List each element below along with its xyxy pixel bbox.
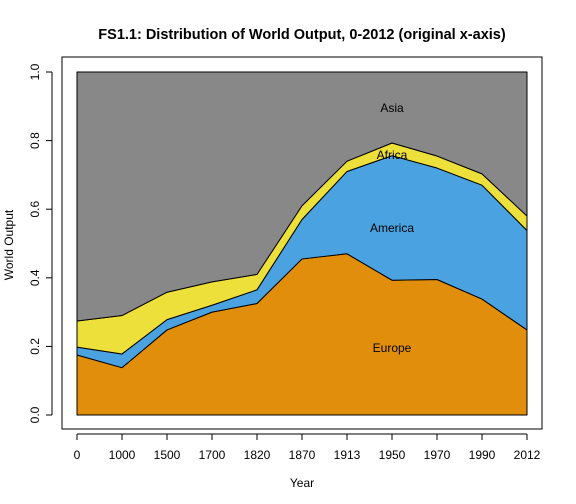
x-tick-label: 1820 <box>244 448 271 462</box>
x-tick-label: 1870 <box>289 448 316 462</box>
y-tick-label: 0.0 <box>28 406 42 423</box>
x-tick-label: 1000 <box>109 448 136 462</box>
x-tick-label: 1990 <box>469 448 496 462</box>
x-tick-label: 0 <box>74 448 81 462</box>
y-tick-label: 1.0 <box>28 63 42 80</box>
x-axis: 0 1000 1500 1700 1820 1870 1913 1950 1970 1990 201… <box>74 433 541 462</box>
x-tick-label: 1970 <box>424 448 451 462</box>
x-tick-label: 2012 <box>514 448 541 462</box>
y-tick-label: 0.4 <box>28 269 42 286</box>
region-label-africa: Africa <box>377 148 408 162</box>
region-label-america: America <box>370 221 414 235</box>
x-tick-label: 1950 <box>379 448 406 462</box>
x-tick-label: 1700 <box>199 448 226 462</box>
area-asia <box>76 71 528 322</box>
x-axis-label: Year <box>290 476 314 490</box>
x-tick-label: 1500 <box>154 448 181 462</box>
y-axis: 0.0 0.2 0.4 0.6 0.8 1.0 <box>28 63 53 423</box>
region-label-europe: Europe <box>373 341 412 355</box>
area-layers <box>76 71 528 416</box>
y-tick-label: 0.8 <box>28 132 42 149</box>
region-label-asia: Asia <box>380 101 404 115</box>
y-axis-label: World Output <box>2 209 16 280</box>
y-tick-label: 0.2 <box>28 338 42 355</box>
x-tick-label: 1913 <box>334 448 361 462</box>
plot-frame <box>61 56 543 430</box>
region-labels: Europe America Africa Asia <box>370 101 414 355</box>
chart-title: FS1.1: Distribution of World Output, 0-2… <box>98 27 506 43</box>
y-tick-label: 0.6 <box>28 201 42 218</box>
